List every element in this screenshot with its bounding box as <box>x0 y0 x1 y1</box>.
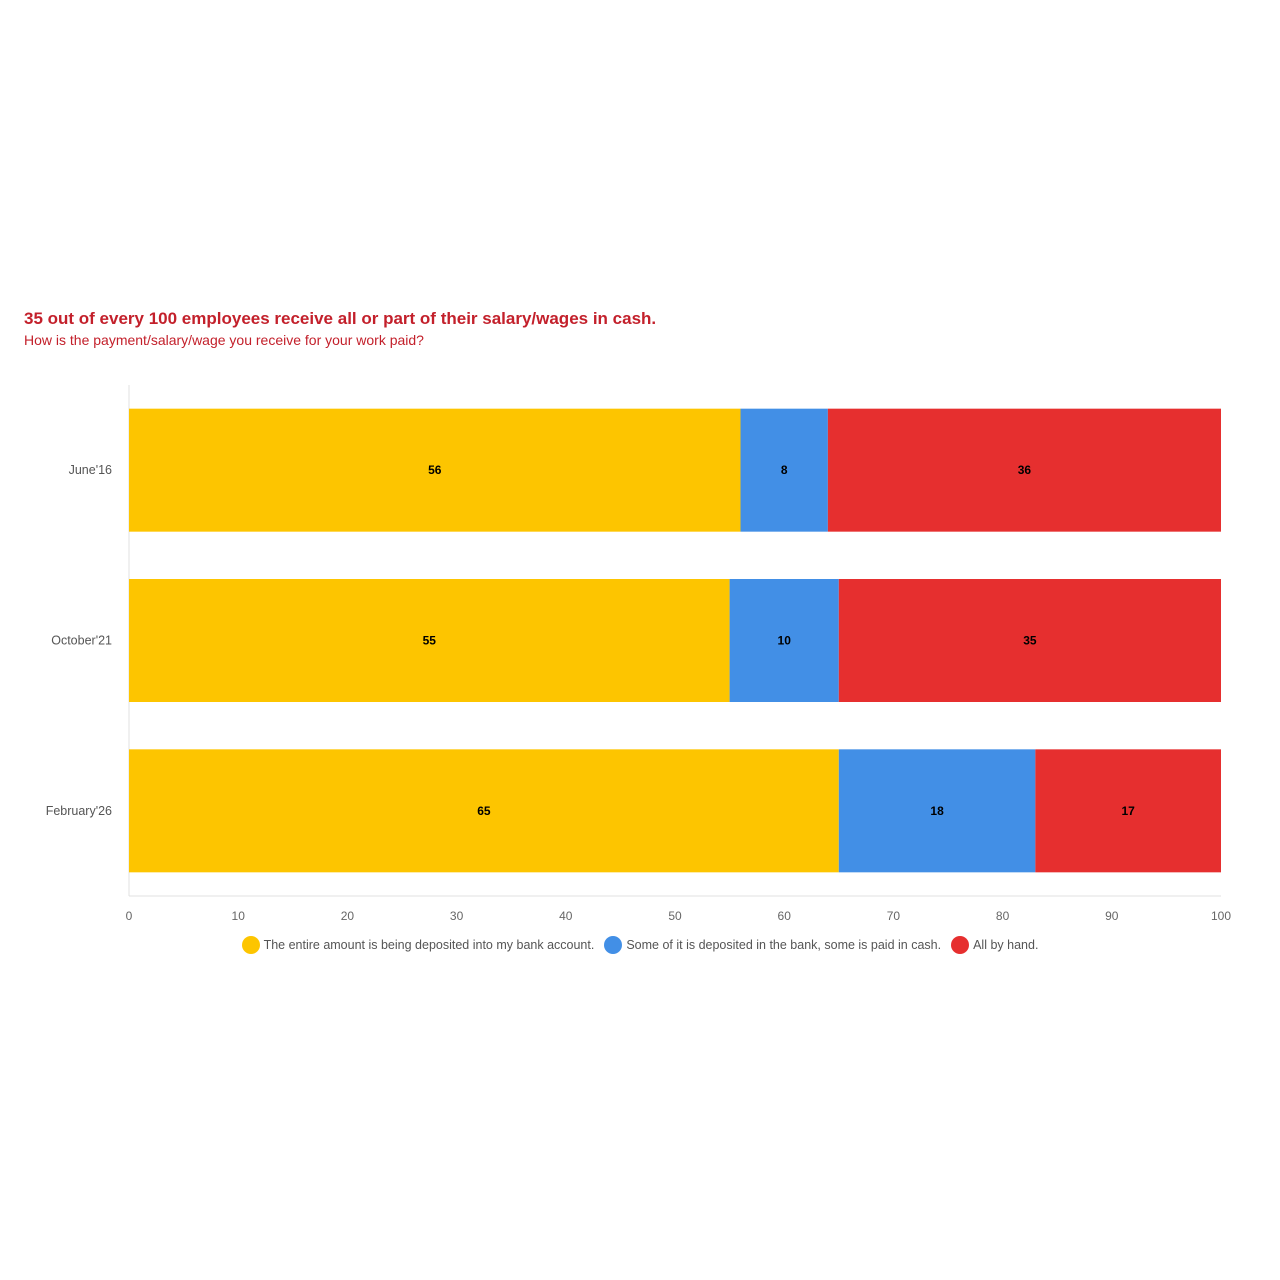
x-tick-label: 40 <box>559 909 573 923</box>
bar-segment <box>827 408 1221 532</box>
data-label: 36 <box>1018 463 1032 477</box>
chart-title: 35 out of every 100 employees receive al… <box>24 309 657 328</box>
x-tick-label: 50 <box>668 909 682 923</box>
chart-subtitle: How is the payment/salary/wage you recei… <box>24 332 424 348</box>
bar-segment <box>129 408 741 532</box>
bar-segment <box>129 749 839 873</box>
data-label: 17 <box>1122 804 1136 818</box>
legend-item[interactable]: All by hand. <box>951 936 1038 954</box>
bar-segment <box>1035 749 1221 873</box>
legend: The entire amount is being deposited int… <box>0 936 1280 954</box>
legend-item[interactable]: Some of it is deposited in the bank, som… <box>604 936 941 954</box>
legend-dot-icon <box>241 936 260 954</box>
bar-segment <box>838 579 1221 702</box>
x-tick-label: 70 <box>887 909 901 923</box>
data-label: 18 <box>930 804 944 818</box>
data-label: 8 <box>781 463 788 477</box>
x-tick-label: 0 <box>126 909 133 923</box>
bar-segment <box>129 579 730 702</box>
data-label: 35 <box>1023 634 1037 648</box>
x-tick-label: 90 <box>1105 909 1119 923</box>
data-label: 55 <box>423 634 437 648</box>
category-label: October'21 <box>51 634 112 648</box>
data-label: 10 <box>778 634 792 648</box>
bar-segment <box>838 749 1036 873</box>
category-label: February'26 <box>46 804 112 818</box>
x-tick-label: 10 <box>232 909 246 923</box>
legend-item[interactable]: The entire amount is being deposited int… <box>241 936 595 954</box>
legend-label: Some of it is deposited in the bank, som… <box>626 938 942 952</box>
x-tick-label: 30 <box>450 909 464 923</box>
x-tick-label: 80 <box>996 909 1010 923</box>
bar-segment <box>729 579 839 702</box>
legend-label: All by hand. <box>973 938 1039 952</box>
bar-segment <box>740 408 828 532</box>
data-label: 65 <box>477 804 491 818</box>
x-tick-label: 20 <box>341 909 355 923</box>
category-label: June'16 <box>69 463 112 477</box>
legend-label: The entire amount is being deposited int… <box>263 938 595 952</box>
x-tick-label: 100 <box>1211 909 1231 923</box>
legend-dot-icon <box>604 936 623 954</box>
legend-dot-icon <box>951 936 970 954</box>
x-tick-label: 60 <box>778 909 792 923</box>
data-label: 56 <box>428 463 442 477</box>
